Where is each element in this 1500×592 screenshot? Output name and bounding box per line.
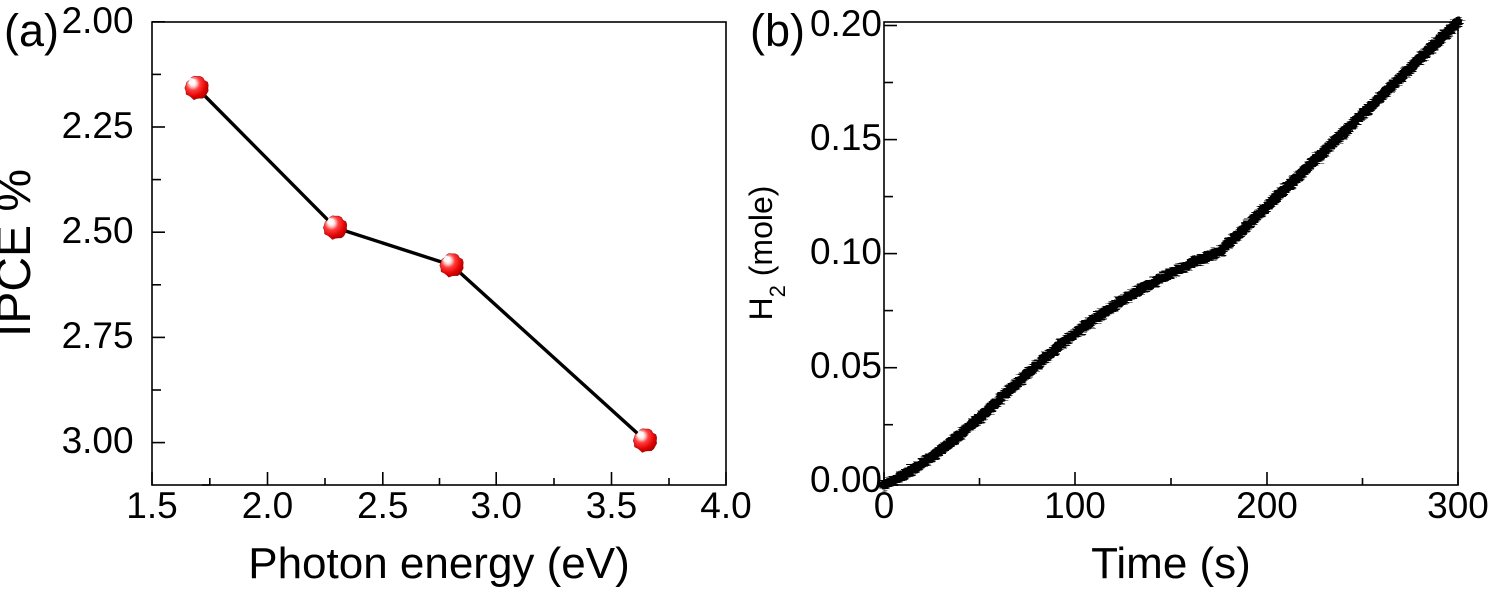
svg-text:0.10: 0.10 (810, 231, 882, 272)
svg-text:2.00: 2.00 (62, 0, 134, 41)
svg-text:IPCE %: IPCE % (0, 169, 41, 337)
svg-text:2.5: 2.5 (357, 485, 408, 526)
svg-text:Photon energy (eV): Photon energy (eV) (248, 539, 630, 588)
svg-text:0.15: 0.15 (810, 117, 882, 158)
svg-text:0.00: 0.00 (810, 459, 882, 500)
svg-text:3.0: 3.0 (470, 485, 521, 526)
svg-text:(a): (a) (4, 5, 59, 56)
svg-text:3.00: 3.00 (62, 420, 134, 461)
svg-text:2.50: 2.50 (62, 210, 134, 251)
svg-text:(b): (b) (750, 5, 805, 56)
svg-text:2.25: 2.25 (62, 105, 134, 146)
svg-text:300: 300 (1427, 485, 1489, 526)
svg-text:4.0: 4.0 (700, 485, 751, 526)
svg-text:Time (s): Time (s) (1091, 539, 1251, 588)
svg-text:2.75: 2.75 (62, 315, 134, 356)
svg-text:100: 100 (1044, 485, 1106, 526)
svg-text:H2 (mole): H2 (mole) (743, 186, 790, 321)
svg-text:0.20: 0.20 (810, 3, 882, 44)
svg-text:3.5: 3.5 (586, 485, 637, 526)
svg-text:0: 0 (874, 485, 895, 526)
svg-text:200: 200 (1236, 485, 1298, 526)
svg-text:1.5: 1.5 (126, 485, 177, 526)
svg-text:2.0: 2.0 (242, 485, 293, 526)
svg-text:0.05: 0.05 (810, 345, 882, 386)
